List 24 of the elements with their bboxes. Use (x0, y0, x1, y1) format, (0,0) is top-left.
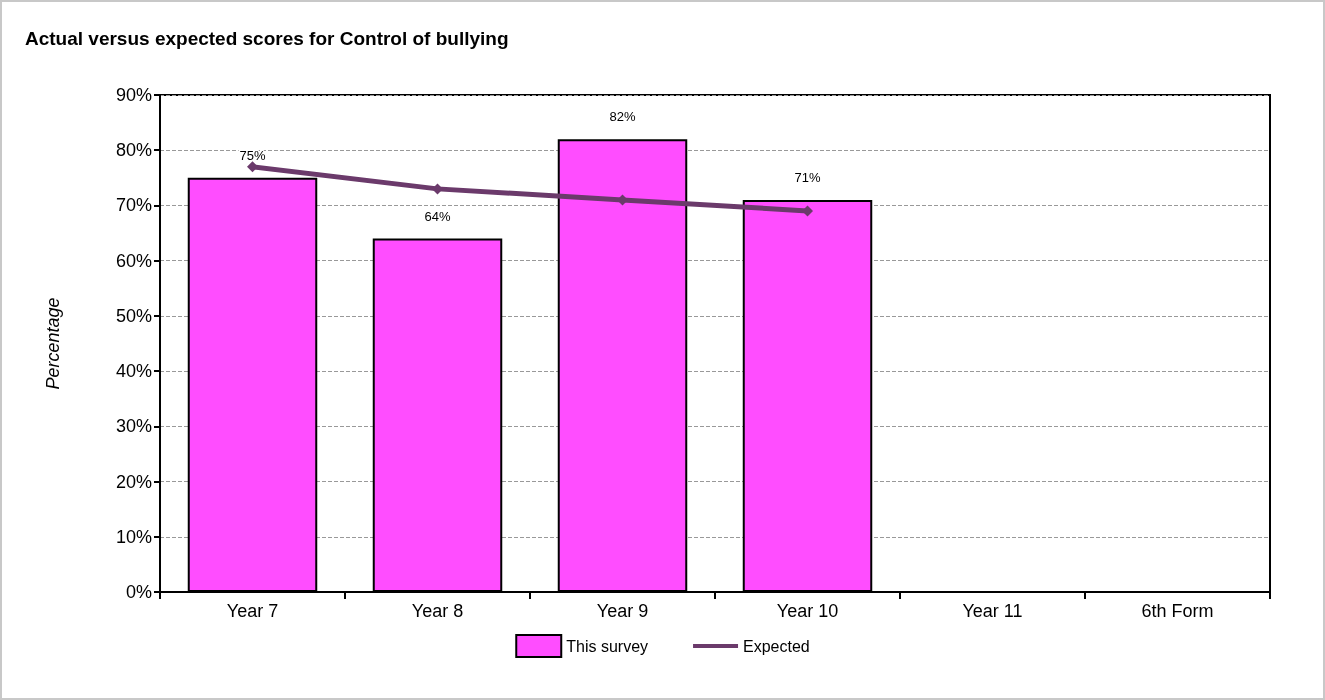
x-tick-label: Year 10 (776, 601, 839, 621)
x-tick-label: Year 7 (226, 601, 279, 621)
y-tick-label: 80% (115, 140, 152, 161)
y-tick-label: 0% (125, 582, 152, 602)
y-tick-label: 20% (115, 471, 152, 492)
x-tick-label: 6th Form (1141, 601, 1214, 621)
x-tick-label: Year 11 (962, 601, 1023, 621)
y-tick-label: 10% (115, 526, 152, 547)
y-tick-label: 60% (115, 250, 152, 271)
data-label: 71% (794, 169, 821, 185)
y-tick-label: 30% (115, 416, 152, 437)
legend-label: Expected (743, 637, 810, 655)
y-axis-title: Percentage (43, 297, 63, 390)
data-label: 75% (239, 147, 266, 163)
y-tick-label: 40% (115, 361, 152, 382)
data-label: 64% (424, 208, 451, 224)
y-tick-label: 70% (115, 195, 152, 216)
chart-title: Actual versus expected scores for Control of bullying (25, 28, 509, 49)
y-tick-label: 50% (115, 305, 152, 326)
data-label: 82% (609, 109, 636, 125)
x-tick-label: Year 9 (596, 601, 649, 621)
legend-label: This survey (566, 637, 649, 655)
x-tick-label: Year 8 (411, 601, 464, 621)
y-tick-label: 90% (115, 85, 152, 105)
